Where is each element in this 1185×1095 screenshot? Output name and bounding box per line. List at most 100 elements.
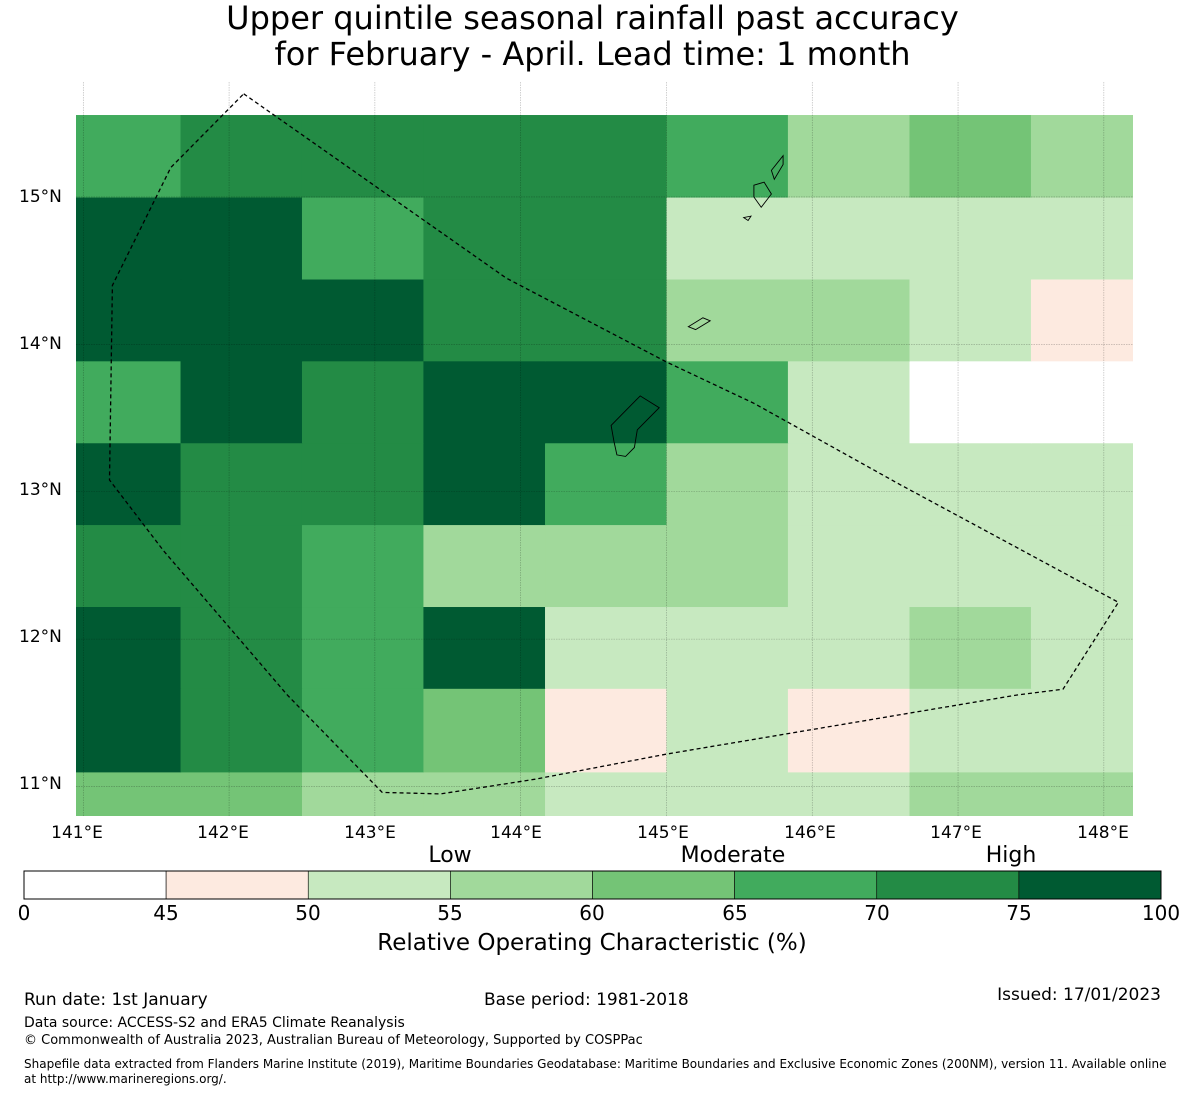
grid-cell bbox=[909, 196, 1032, 280]
grid-cell bbox=[666, 524, 789, 608]
grid-cell bbox=[909, 442, 1032, 526]
eez-boundary-line bbox=[108, 93, 1120, 795]
lon-label-143e: 143°E bbox=[344, 823, 396, 843]
data-source: Data source: ACCESS-S2 and ERA5 Climate … bbox=[24, 1015, 405, 1031]
grid-cell bbox=[909, 771, 1032, 816]
grid-cell bbox=[1030, 524, 1133, 608]
run-date: Run date: 1st January bbox=[24, 990, 208, 1010]
grid-cell bbox=[666, 771, 789, 816]
base-period: Base period: 1981-2018 bbox=[484, 990, 689, 1010]
title-line-1: Upper quintile seasonal rainfall past ac… bbox=[226, 0, 959, 37]
grid-cell bbox=[180, 278, 303, 362]
colorbar-bin bbox=[23, 870, 167, 900]
grid-cell bbox=[76, 524, 182, 608]
colorbar-tick-100: 100 bbox=[1141, 901, 1181, 925]
colorbar-tick-70: 70 bbox=[864, 901, 890, 925]
grid-cell bbox=[301, 442, 425, 526]
colorbar-frame bbox=[23, 870, 1162, 900]
grid-cell bbox=[666, 606, 789, 689]
grid-cell bbox=[787, 524, 911, 608]
grid-cell bbox=[545, 771, 668, 816]
grid-cell bbox=[423, 278, 546, 362]
grid-cell bbox=[423, 688, 546, 773]
grid-cell bbox=[423, 524, 546, 608]
grid-cell bbox=[301, 278, 425, 362]
grid-cell bbox=[909, 278, 1032, 362]
issued-date: Issued: 17/01/2023 bbox=[997, 985, 1161, 1005]
grid-cell bbox=[787, 688, 911, 773]
lat-label-12n: 12°N bbox=[19, 627, 62, 647]
grid-cell bbox=[76, 606, 182, 689]
grid-cell bbox=[909, 115, 1032, 198]
island-coastline bbox=[770, 154, 784, 181]
colorbar-tick-65: 65 bbox=[722, 901, 748, 925]
grid-cell bbox=[909, 360, 1032, 444]
grid-cell bbox=[76, 196, 182, 280]
grid-cell bbox=[545, 115, 668, 198]
grid-cell bbox=[180, 115, 303, 198]
grid-cell bbox=[787, 442, 911, 526]
coastlines bbox=[610, 154, 784, 457]
lat-label-13n: 13°N bbox=[19, 480, 62, 500]
colorbar-bin bbox=[307, 870, 451, 900]
grid-cell bbox=[301, 771, 425, 816]
grid-cell bbox=[301, 360, 425, 444]
grid-cell bbox=[1030, 442, 1133, 526]
grid-cell bbox=[545, 196, 668, 280]
grid-cell bbox=[1030, 606, 1133, 689]
grid-cell bbox=[423, 360, 546, 444]
grid-cell bbox=[545, 524, 668, 608]
grid-cell bbox=[76, 115, 182, 198]
grid-cell bbox=[787, 278, 911, 362]
lat-label-15n: 15°N bbox=[19, 187, 62, 207]
colorbar-tick-45: 45 bbox=[153, 901, 179, 925]
graticule bbox=[76, 82, 1133, 816]
lat-label-11n: 11°N bbox=[19, 774, 62, 794]
grid-cell bbox=[301, 196, 425, 280]
chart-title: Upper quintile seasonal rainfall past ac… bbox=[0, 0, 1185, 72]
colorbar-tick-0: 0 bbox=[17, 901, 31, 925]
grid-cell bbox=[787, 115, 911, 198]
grid-cell bbox=[787, 606, 911, 689]
grid-cell bbox=[180, 442, 303, 526]
island-coastline bbox=[753, 181, 772, 209]
colorbar-bin bbox=[1018, 870, 1162, 900]
lat-label-14n: 14°N bbox=[19, 334, 62, 354]
grid-cell bbox=[301, 115, 425, 198]
colorbar-bin bbox=[592, 870, 735, 900]
lon-label-148e: 148°E bbox=[1077, 823, 1129, 843]
grid-cell bbox=[545, 688, 668, 773]
grid-cell bbox=[180, 688, 303, 773]
colorbar-tick-55: 55 bbox=[437, 901, 463, 925]
grid-cell bbox=[180, 524, 303, 608]
grid-cell bbox=[1030, 688, 1133, 773]
grid-cell bbox=[76, 278, 182, 362]
grid-cell bbox=[1030, 196, 1133, 280]
lon-label-144e: 144°E bbox=[490, 823, 542, 843]
lon-label-146e: 146°E bbox=[784, 823, 836, 843]
grid-cell bbox=[909, 688, 1032, 773]
grid-cell bbox=[1030, 278, 1133, 362]
colorbar-tick-75: 75 bbox=[1006, 901, 1032, 925]
grid-cell bbox=[909, 524, 1032, 608]
colorbar-tick-50: 50 bbox=[295, 901, 321, 925]
grid-cell bbox=[423, 196, 546, 280]
category-low: Low bbox=[428, 843, 472, 868]
grid-cell bbox=[180, 771, 303, 816]
shapefile-credit-2: at http://www.marineregions.org/. bbox=[24, 1072, 227, 1086]
shapefile-credit-1: Shapefile data extracted from Flanders M… bbox=[24, 1057, 1167, 1071]
grid-cell bbox=[76, 360, 182, 444]
lon-label-141e: 141°E bbox=[51, 823, 103, 843]
grid-cell bbox=[180, 196, 303, 280]
grid-cell bbox=[423, 606, 546, 689]
lon-label-145e: 145°E bbox=[637, 823, 689, 843]
colorbar-tick-60: 60 bbox=[579, 901, 605, 925]
colorbar-bin bbox=[165, 870, 309, 900]
colorbar-bin bbox=[450, 870, 593, 900]
grid-cell bbox=[180, 606, 303, 689]
grid-cell bbox=[666, 688, 789, 773]
island-coastline bbox=[742, 215, 752, 222]
grid-cell bbox=[666, 115, 789, 198]
grid-cell bbox=[787, 196, 911, 280]
